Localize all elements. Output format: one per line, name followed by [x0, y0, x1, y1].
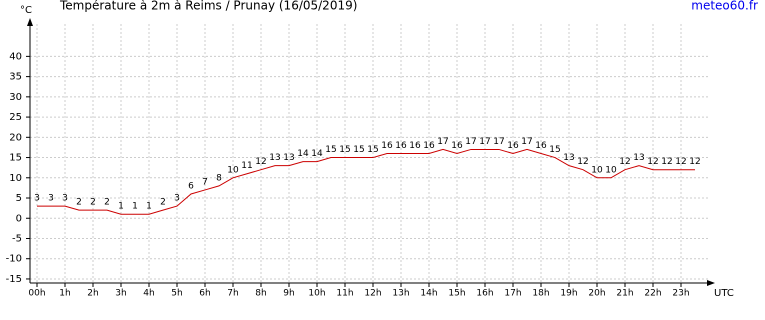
x-tick-label: 15h [448, 289, 465, 299]
data-label: 12 [577, 157, 588, 167]
data-label: 13 [269, 153, 280, 163]
data-label: 17 [437, 137, 448, 147]
data-label: 7 [202, 177, 208, 187]
y-tick-label: -15 [6, 274, 22, 285]
x-tick-label: 13h [392, 289, 409, 299]
data-label: 15 [367, 145, 378, 155]
data-label: 2 [160, 198, 166, 208]
y-axis-arrow [27, 18, 33, 26]
x-tick-label: 17h [504, 289, 521, 299]
y-tick-label: -5 [12, 233, 22, 244]
data-label: 16 [507, 141, 519, 151]
data-label: 17 [479, 137, 490, 147]
data-label: 15 [353, 145, 364, 155]
x-tick-label: 2h [87, 289, 98, 299]
data-label: 2 [76, 198, 82, 208]
data-label: 10 [227, 165, 239, 175]
x-axis-label: UTC [714, 288, 734, 299]
x-tick-label: 4h [143, 289, 154, 299]
x-tick-label: 19h [560, 289, 577, 299]
y-tick-label: 40 [9, 51, 22, 62]
data-label: 11 [241, 161, 252, 171]
data-label: 6 [188, 181, 194, 191]
x-tick-label: 1h [59, 289, 70, 299]
data-label: 3 [62, 194, 68, 204]
data-label: 15 [549, 145, 560, 155]
data-label: 17 [465, 137, 476, 147]
x-tick-label: 12h [364, 289, 381, 299]
x-tick-label: 21h [616, 289, 633, 299]
temperature-line [37, 148, 695, 215]
data-label: 12 [255, 157, 266, 167]
x-tick-label: 20h [588, 289, 605, 299]
data-label: 13 [633, 153, 644, 163]
x-tick-label: 10h [308, 289, 325, 299]
x-tick-label: 5h [171, 289, 182, 299]
data-label: 14 [311, 149, 323, 159]
data-label: 8 [216, 173, 222, 183]
data-label: 16 [409, 141, 421, 151]
data-label: 3 [174, 194, 180, 204]
x-axis-arrow [707, 280, 715, 286]
data-label: 14 [297, 149, 309, 159]
data-label: 12 [675, 157, 686, 167]
x-tick-label: 23h [672, 289, 689, 299]
data-label: 17 [493, 137, 504, 147]
data-label: 10 [591, 165, 603, 175]
data-label: 17 [521, 137, 532, 147]
data-label: 10 [605, 165, 617, 175]
chart-title: Température à 2m à Reims / Prunay (16/05… [59, 0, 357, 13]
x-tick-label: 18h [532, 289, 549, 299]
x-tick-label: 6h [199, 289, 210, 299]
y-tick-label: -10 [6, 254, 22, 265]
y-tick-label: 5 [16, 193, 22, 204]
x-tick-label: 9h [283, 289, 294, 299]
x-tick-label: 16h [476, 289, 493, 299]
data-label: 16 [451, 141, 463, 151]
data-label: 16 [395, 141, 407, 151]
x-tick-label: 7h [227, 289, 238, 299]
x-tick-label: 11h [336, 289, 353, 299]
data-label: 16 [535, 141, 547, 151]
data-label: 3 [34, 194, 40, 204]
x-tick-label: 22h [644, 289, 661, 299]
data-label: 16 [381, 141, 393, 151]
source-link[interactable]: meteo60.fr [691, 0, 758, 13]
data-label: 1 [132, 202, 138, 212]
y-tick-label: 25 [9, 112, 22, 123]
y-tick-label: 15 [9, 153, 22, 164]
data-label: 1 [118, 202, 124, 212]
data-label: 2 [104, 198, 110, 208]
data-label: 15 [325, 145, 336, 155]
data-label: 2 [90, 198, 96, 208]
data-label: 3 [48, 194, 54, 204]
data-label: 16 [423, 141, 435, 151]
data-label: 12 [619, 157, 630, 167]
y-axis-label: °C [20, 5, 32, 16]
data-label: 12 [689, 157, 700, 167]
x-tick-label: 3h [115, 289, 126, 299]
data-label: 1 [146, 202, 152, 212]
data-label: 12 [647, 157, 658, 167]
x-tick-label: 14h [420, 289, 437, 299]
x-tick-label: 00h [28, 289, 45, 299]
y-tick-label: 10 [9, 173, 22, 184]
data-label: 15 [339, 145, 350, 155]
y-tick-label: 35 [9, 72, 22, 83]
y-tick-label: 30 [9, 92, 22, 103]
y-tick-label: 0 [16, 213, 22, 224]
data-label: 13 [283, 153, 294, 163]
data-label: 12 [661, 157, 672, 167]
x-tick-label: 8h [255, 289, 266, 299]
data-label: 13 [563, 153, 574, 163]
y-tick-label: 20 [9, 132, 22, 143]
